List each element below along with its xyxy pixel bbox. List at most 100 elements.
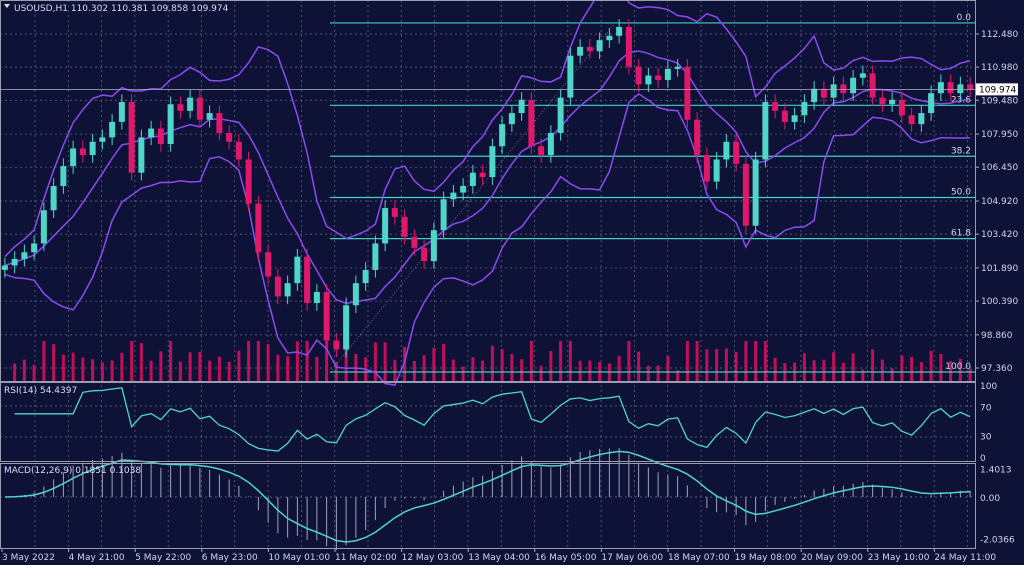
volume-bar	[286, 356, 290, 381]
volume-bar	[802, 353, 806, 381]
candle-body	[889, 99, 896, 105]
candle-body	[411, 236, 418, 248]
candle-body	[460, 185, 467, 193]
volume-bar	[685, 341, 689, 381]
candle-body	[274, 276, 281, 297]
volume-bar	[461, 366, 465, 381]
candle-body	[450, 192, 457, 200]
dropdown-triangle-icon[interactable]	[4, 4, 10, 8]
volume-bar	[880, 359, 884, 381]
volume-bar	[568, 341, 572, 381]
volume-bar	[559, 341, 563, 381]
fib-level-label: 100.0	[945, 362, 971, 372]
candle-body	[430, 230, 437, 262]
candle-body	[313, 292, 320, 304]
candle-body	[703, 155, 710, 182]
volume-bar	[500, 349, 504, 381]
volume-bar	[861, 369, 865, 381]
bollinger-bands	[4, 0, 971, 386]
volume-bar	[890, 368, 894, 381]
candle-body	[577, 46, 584, 56]
rsi-tick-label: 70	[980, 404, 992, 414]
price-tick-label: 101.890	[981, 264, 1018, 274]
price-tick-label: 106.450	[981, 163, 1018, 173]
time-tick-label: 11 May 02:00	[335, 553, 397, 563]
panel-frame	[0, 0, 976, 382]
volume-bar	[724, 348, 728, 381]
price-tick-label: 112.480	[981, 30, 1018, 40]
volume-bar	[958, 358, 962, 381]
bollinger-upper	[4, 0, 971, 258]
candle-body	[547, 132, 554, 156]
candle-body	[1, 265, 8, 270]
candle-body	[11, 258, 18, 266]
volume-bar	[763, 341, 767, 381]
panel-frame	[0, 463, 976, 549]
candle-body	[440, 199, 447, 231]
candle-body	[391, 208, 398, 217]
candle-body	[947, 82, 954, 94]
time-tick-label: 5 May 22:00	[135, 553, 191, 563]
volume-bar	[832, 352, 836, 381]
volume-bar	[442, 343, 446, 381]
candle-body	[791, 115, 798, 122]
time-tick-label: 3 May 2022	[2, 553, 55, 563]
candle-body	[109, 121, 116, 138]
candle-body	[128, 102, 135, 173]
candle-body	[138, 137, 145, 173]
candle-body	[31, 243, 38, 253]
candle-body	[489, 146, 496, 178]
volume-bar	[237, 350, 241, 381]
candle-body	[157, 128, 164, 145]
volume-bar	[705, 349, 709, 381]
time-tick-label: 12 May 03:00	[402, 553, 464, 563]
volume-bar	[373, 342, 377, 381]
time-tick-label: 6 May 23:00	[202, 553, 258, 563]
grid	[0, 0, 975, 548]
volume-bar	[773, 357, 777, 381]
volume-bar	[32, 364, 36, 381]
volume-bar	[295, 341, 299, 381]
volume-bar	[588, 360, 592, 381]
candle-body	[245, 159, 252, 204]
volume-bar	[383, 342, 387, 381]
price-tick-label: 109.480	[981, 96, 1018, 106]
candle-body	[216, 113, 223, 133]
volume-bar	[968, 368, 972, 381]
candle-body	[352, 283, 359, 306]
volume-bar	[315, 357, 319, 381]
volume-bar	[929, 350, 933, 381]
price-tick-label: 103.420	[981, 230, 1018, 240]
fib-level-label: 61.8	[951, 229, 971, 239]
volume-bar	[471, 357, 475, 381]
candle-body	[333, 340, 340, 350]
candle-body	[323, 292, 330, 341]
candle-body	[255, 203, 262, 253]
volume-bar	[130, 341, 134, 381]
volume-bar	[939, 354, 943, 381]
candle-body	[50, 185, 57, 211]
volume-bar	[637, 351, 641, 381]
candle-body	[820, 88, 827, 98]
candle-body	[645, 75, 652, 85]
candle-body	[235, 141, 242, 160]
candle-body	[723, 141, 730, 160]
fib-level-label: 38.2	[951, 146, 971, 156]
candle-body	[79, 148, 86, 156]
candle-body	[869, 73, 876, 98]
volume-bar	[178, 361, 182, 381]
price-tick-label: 98.860	[981, 331, 1013, 341]
volume-bar	[812, 360, 816, 381]
volume-bar	[529, 341, 533, 381]
candle-body	[811, 88, 818, 103]
candle-body	[957, 84, 964, 94]
candle-body	[187, 97, 194, 111]
volume-bar	[393, 359, 397, 381]
candle-body	[479, 172, 486, 178]
volume-bar	[81, 357, 85, 381]
candle-body	[177, 104, 184, 111]
volume-bar	[734, 352, 738, 381]
fib-level-label: 50.0	[951, 187, 971, 197]
time-tick-label: 23 May 10:00	[868, 553, 930, 563]
